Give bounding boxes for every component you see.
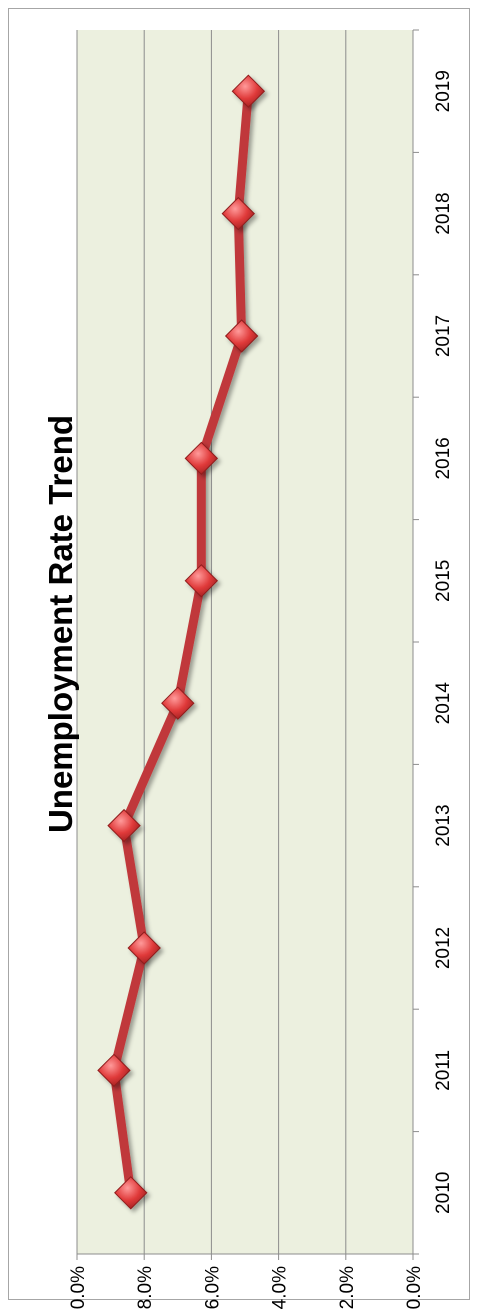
series-line	[109, 86, 253, 1198]
data-point-marker	[231, 74, 266, 108]
tick-labels: 0.0% 2.0% 4.0% 6.0% 8.0% 10.0% 2010 2011 2012 201…	[68, 70, 454, 1310]
value-tick-label: 6.0%	[202, 1266, 223, 1309]
category-tick-label: 2014	[433, 682, 454, 725]
chart-title: Unemployment Rate Trend	[42, 415, 79, 833]
value-tick-label: 10.0%	[68, 1266, 89, 1310]
category-tick-label: 2012	[433, 927, 454, 969]
axes	[77, 29, 419, 1255]
category-tick-label: 2013	[433, 804, 454, 846]
data-point-marker	[224, 319, 259, 353]
data-point-marker	[107, 808, 141, 843]
data-point-marker	[184, 564, 219, 598]
gridlines	[76, 30, 414, 1260]
data-point-marker	[161, 686, 195, 720]
category-tick-label: 2015	[433, 560, 454, 602]
data-point-marker	[97, 1053, 131, 1088]
data-point-marker	[114, 1176, 148, 1210]
data-point-marker	[184, 441, 219, 476]
data-point-marker	[221, 196, 255, 231]
value-tick-label: 2.0%	[337, 1266, 358, 1309]
series-unemployment-rate	[97, 74, 266, 1210]
category-tick-label: 2018	[433, 192, 454, 234]
category-tick-label: 2011	[433, 1050, 454, 1091]
plot-area	[77, 30, 413, 1254]
category-tick-label: 2010	[433, 1172, 454, 1214]
data-point-marker	[127, 931, 161, 965]
category-tick-label: 2017	[433, 315, 454, 357]
value-tick-label: 8.0%	[135, 1266, 156, 1309]
category-tick-label: 2019	[433, 70, 454, 112]
category-tick-label: 2016	[433, 437, 454, 479]
value-tick-label: 0.0%	[404, 1266, 425, 1309]
value-tick-label: 4.0%	[270, 1266, 291, 1309]
